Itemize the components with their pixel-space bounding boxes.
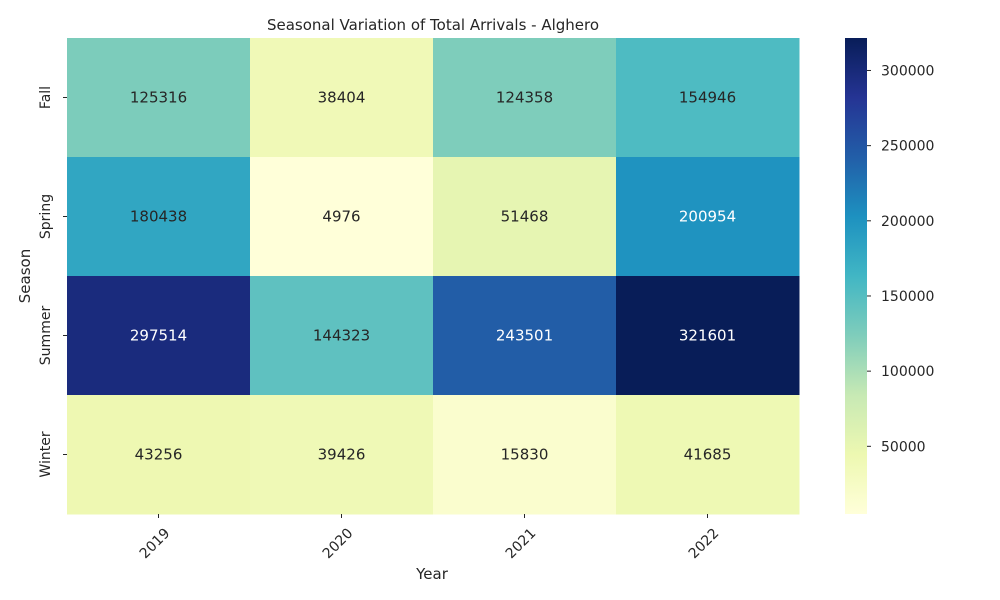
heatmap-cell [616,38,800,158]
cell-value-label: 15830 [501,446,549,464]
heatmap-cell [616,276,800,396]
heatmap-cell [433,395,617,515]
cell-value-label: 321601 [679,327,736,345]
colorbar [845,38,867,514]
y-axis-ticks: Fall Spring Summer Winter [38,86,67,478]
y-axis-label: Season [16,249,34,303]
heatmap-cell [433,276,617,396]
x-tick-label: 2021 [503,526,540,563]
heatmap-cell [616,395,800,515]
cell-value-label: 144323 [313,327,370,345]
cell-value-label: 51468 [501,208,549,226]
heatmap-cell [67,38,251,158]
x-tick-label: 2019 [137,526,174,563]
y-tick-label: Summer [38,306,54,366]
x-axis-label: Year [415,565,449,583]
cell-value-label: 124358 [496,89,553,107]
cell-value-label: 180438 [130,208,187,226]
heatmap-cell [433,157,617,277]
y-tick-label: Spring [38,194,54,239]
y-tick-label: Fall [38,86,54,109]
colorbar-tick-label: 150000 [881,289,934,305]
heatmap-cell [616,157,800,277]
cell-value-label: 38404 [318,89,366,107]
cell-value-label: 200954 [679,208,736,226]
colorbar-tick-label: 250000 [881,139,934,155]
cell-value-label: 39426 [318,446,366,464]
cell-value-label: 154946 [679,89,736,107]
heatmap-cell [250,395,434,515]
cell-value-label: 41685 [684,446,732,464]
heatmap-cell [250,38,434,158]
heatmap-cell [250,276,434,396]
heatmap-cell [67,276,251,396]
heatmap-cell [67,157,251,277]
colorbar-ticks: 50000 100000 150000 200000 250000 300000 [867,63,934,455]
x-tick-label: 2020 [320,526,357,563]
heatmap-cell [67,395,251,515]
y-tick-label: Winter [38,431,54,477]
x-tick-label: 2022 [686,526,723,563]
cell-value-label: 243501 [496,327,553,345]
colorbar-tick-label: 100000 [881,364,934,380]
colorbar-tick-label: 200000 [881,214,934,230]
cell-value-label: 125316 [130,89,187,107]
heatmap-cell [250,157,434,277]
cell-value-label: 297514 [130,327,187,345]
cell-value-label: 4976 [322,208,360,226]
chart-title: Seasonal Variation of Total Arrivals - A… [267,16,599,34]
heatmap-cell [433,38,617,158]
colorbar-tick-label: 300000 [881,63,934,79]
x-axis-ticks: 2019 2020 2021 2022 [137,514,723,563]
colorbar-tick-label: 50000 [881,439,926,455]
heatmap-cells: 125316 38404 124358 154946 180438 4976 51468 20… [67,38,800,515]
cell-value-label: 43256 [135,446,183,464]
